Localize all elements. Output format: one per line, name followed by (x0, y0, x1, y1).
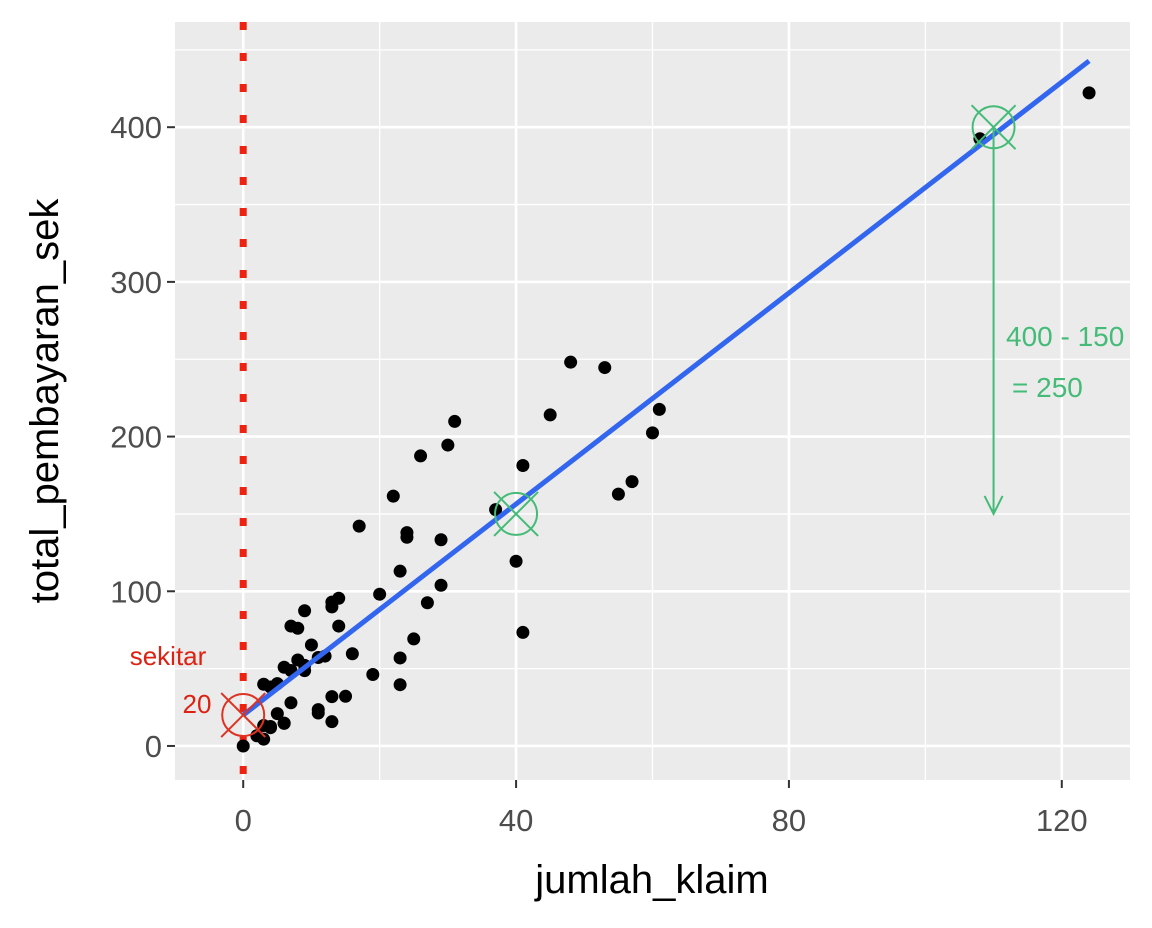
slope-marker-circle (494, 491, 539, 536)
data-point (1082, 86, 1096, 100)
data-point (298, 604, 312, 618)
y-tick-label: 400 (110, 110, 162, 145)
data-point (611, 487, 625, 501)
data-point (277, 660, 291, 674)
y-tick-label: 300 (110, 265, 162, 300)
slope-label-line1: 400 - 150 (1006, 321, 1124, 352)
data-point (332, 619, 346, 633)
data-point (311, 706, 325, 720)
y-tick-label: 200 (110, 420, 162, 455)
intercept-label-line2: 20 (183, 689, 212, 719)
data-point (407, 632, 421, 646)
slope-label-line2: = 250 (1012, 372, 1083, 403)
data-point (393, 564, 407, 578)
x-tick-label: 0 (235, 803, 252, 838)
x-tick-label: 80 (772, 803, 806, 838)
y-tick-label: 0 (145, 729, 162, 764)
intercept-marker-cross (220, 692, 266, 738)
data-point (339, 689, 353, 703)
data-point (434, 578, 448, 592)
data-point (236, 739, 250, 753)
data-point (291, 653, 305, 667)
intercept-marker-circle (221, 693, 266, 738)
x-tick-label: 40 (499, 803, 533, 838)
data-point (598, 361, 612, 375)
data-point (516, 625, 530, 639)
data-point (448, 414, 462, 428)
data-point (304, 638, 318, 652)
data-point (332, 591, 346, 605)
arrow-head-icon (983, 495, 1004, 517)
y-axis-title: total_pembayaran_sek (23, 198, 67, 604)
data-point (257, 677, 271, 691)
data-point (393, 651, 407, 665)
intercept-label-line1: sekitar (130, 641, 207, 671)
data-point (543, 408, 557, 422)
data-point (284, 696, 298, 710)
data-point (366, 667, 380, 681)
y-tick-label: 100 (110, 574, 162, 609)
slope-marker-cross (493, 491, 539, 537)
data-point (441, 438, 455, 452)
data-point (325, 715, 339, 729)
data-point (386, 489, 400, 503)
data-point (564, 355, 578, 369)
data-point (325, 690, 339, 704)
data-point (352, 519, 366, 533)
data-point (277, 716, 291, 730)
data-point (400, 526, 414, 540)
data-point (420, 596, 434, 610)
data-point (434, 533, 448, 547)
data-point (393, 678, 407, 692)
data-point (264, 719, 277, 733)
x-tick-label: 120 (1036, 803, 1088, 838)
data-point (257, 732, 271, 746)
data-point (646, 426, 659, 440)
data-point (509, 554, 523, 568)
data-point (345, 647, 359, 661)
data-point (516, 459, 530, 473)
data-point (373, 587, 387, 601)
data-point (414, 449, 428, 463)
data-point (652, 402, 666, 416)
x-axis-title: jumlah_klaim (534, 858, 768, 902)
data-point (291, 621, 305, 635)
data-point (625, 475, 639, 489)
regression-line (241, 58, 1091, 718)
data-point (270, 707, 284, 721)
